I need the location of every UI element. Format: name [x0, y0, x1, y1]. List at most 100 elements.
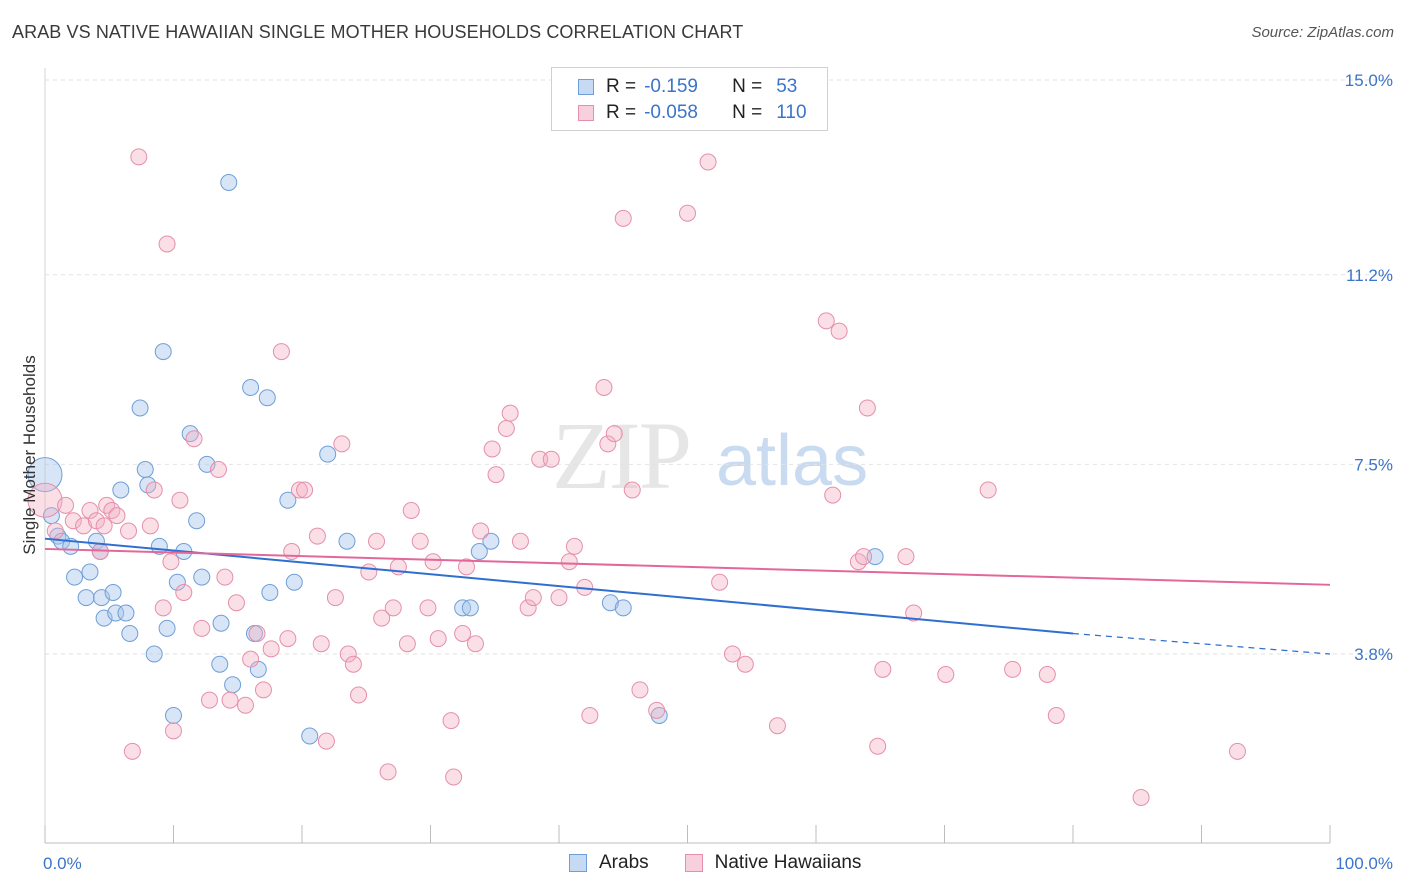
- point-arabs: [87, 532, 105, 550]
- point-native-hawaiians: [487, 466, 505, 484]
- point-native-hawaiians: [236, 696, 254, 714]
- point-native-hawaiians: [165, 722, 182, 740]
- point-native-hawaiians: [81, 502, 99, 519]
- point-native-hawaiians: [599, 435, 617, 453]
- point-arabs: [112, 481, 130, 499]
- point-native-hawaiians: [1132, 789, 1150, 806]
- point-arabs: [193, 568, 211, 586]
- series-label-native-hawaiians: Native Hawaiians: [714, 852, 862, 873]
- point-native-hawaiians: [312, 635, 330, 653]
- point-native-hawaiians: [64, 512, 82, 530]
- point-native-hawaiians: [141, 517, 159, 535]
- point-arabs: [482, 532, 500, 550]
- point-arabs: [117, 604, 135, 622]
- point-native-hawaiians: [344, 655, 362, 673]
- point-native-hawaiians: [296, 481, 314, 499]
- point-native-hawaiians: [531, 450, 549, 468]
- point-native-hawaiians: [511, 532, 529, 550]
- point-native-hawaiians: [308, 527, 326, 545]
- point-arabs: [461, 599, 479, 617]
- point-arabs: [220, 174, 238, 191]
- point-native-hawaiians: [605, 425, 623, 443]
- point-native-hawaiians: [542, 450, 560, 468]
- point-native-hawaiians: [519, 599, 537, 617]
- point-native-hawaiians: [1228, 742, 1246, 760]
- point-native-hawaiians: [736, 655, 754, 673]
- point-native-hawaiians: [108, 507, 126, 525]
- point-native-hawaiians: [874, 660, 892, 678]
- point-native-hawaiians: [1038, 666, 1056, 683]
- point-native-hawaiians: [221, 691, 239, 709]
- point-native-hawaiians: [158, 235, 176, 253]
- point-native-hawaiians: [227, 594, 245, 612]
- point-native-hawaiians: [1004, 660, 1022, 678]
- point-arabs: [154, 343, 172, 361]
- point-arabs: [77, 589, 95, 607]
- point-arabs: [261, 584, 279, 601]
- point-native-hawaiians: [123, 742, 141, 760]
- point-native-hawaiians: [283, 543, 301, 560]
- point-arabs: [279, 491, 297, 509]
- point-native-hawaiians: [248, 625, 266, 642]
- legend-n-label: N =: [732, 102, 763, 123]
- point-native-hawaiians: [457, 558, 475, 576]
- point-native-hawaiians: [333, 435, 351, 453]
- point-native-hawaiians: [242, 650, 260, 668]
- point-native-hawaiians: [472, 522, 490, 540]
- point-native-hawaiians: [326, 589, 344, 607]
- trend-lines: [44, 537, 1331, 655]
- data-points: [27, 148, 1246, 806]
- point-native-hawaiians: [398, 635, 416, 653]
- point-arabs: [158, 619, 176, 637]
- series-legend-arabs[interactable]: Arabs: [569, 852, 649, 874]
- point-native-hawaiians: [711, 573, 729, 591]
- point-native-hawaiians: [817, 312, 835, 330]
- point-native-hawaiians: [454, 625, 472, 642]
- point-native-hawaiians: [339, 645, 357, 663]
- point-native-hawaiians: [858, 399, 876, 417]
- point-native-hawaiians: [216, 568, 234, 586]
- point-native-hawaiians: [175, 584, 193, 601]
- correlation-legend: R = -0.159 N = 53 R = -0.058 N = 110: [551, 67, 828, 131]
- point-native-hawaiians: [130, 148, 148, 166]
- point-arabs: [168, 573, 186, 591]
- point-native-hawaiians: [869, 737, 887, 755]
- watermark-zip: ZIP: [552, 402, 692, 509]
- point-native-hawaiians: [185, 430, 203, 448]
- point-native-hawaiians: [272, 343, 290, 361]
- axes: [44, 68, 1331, 844]
- point-arabs: [188, 512, 206, 530]
- legend-n-value-native-hawaiians: 110: [776, 102, 807, 123]
- point-arabs: [601, 594, 619, 612]
- point-native-hawaiians: [937, 666, 955, 683]
- point-native-hawaiians: [145, 481, 163, 499]
- point-native-hawaiians: [402, 502, 420, 519]
- point-native-hawaiians: [120, 522, 138, 540]
- y-tick-label: 11.2%: [1346, 266, 1393, 285]
- point-native-hawaiians: [209, 461, 227, 478]
- legend-swatch-arabs: [578, 79, 594, 95]
- point-native-hawaiians: [466, 635, 484, 653]
- point-arabs: [470, 543, 488, 560]
- point-arabs: [211, 655, 229, 673]
- point-arabs: [81, 563, 99, 581]
- point-native-hawaiians: [679, 204, 696, 222]
- series-legend-native-hawaiians[interactable]: Native Hawaiians: [684, 852, 862, 874]
- point-native-hawaiians: [279, 630, 297, 648]
- point-native-hawaiians: [98, 496, 116, 514]
- point-native-hawaiians: [57, 496, 75, 514]
- point-arabs: [107, 604, 125, 622]
- point-native-hawaiians: [524, 589, 542, 607]
- point-native-hawaiians: [154, 599, 172, 617]
- point-arabs: [212, 614, 230, 632]
- point-native-hawaiians: [290, 481, 308, 499]
- y-axis-label: Single Mother Households: [20, 355, 39, 554]
- point-native-hawaiians: [768, 717, 786, 735]
- point-native-hawaiians: [75, 517, 93, 535]
- point-native-hawaiians: [855, 548, 873, 566]
- point-arabs: [614, 599, 632, 617]
- point-native-hawaiians: [350, 686, 368, 704]
- point-native-hawaiians: [1047, 707, 1065, 724]
- point-native-hawaiians: [648, 701, 666, 719]
